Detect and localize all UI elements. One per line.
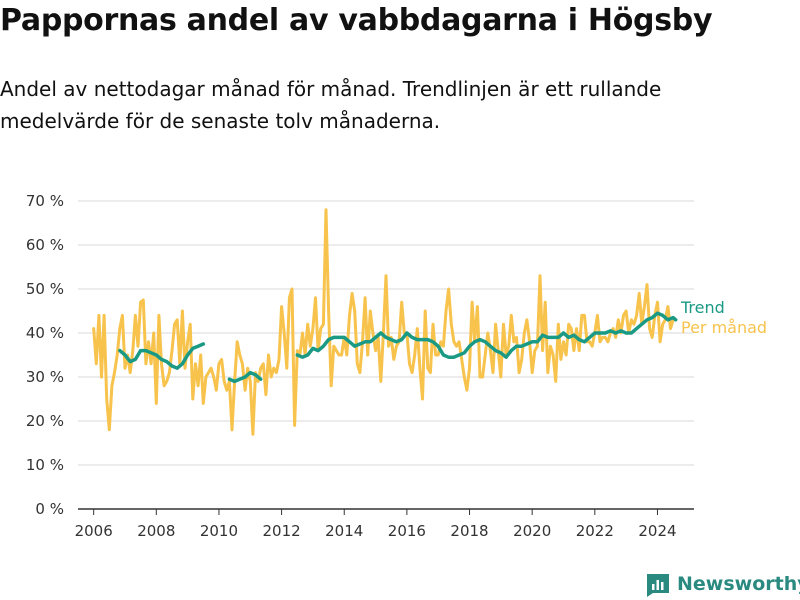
legend-label-trend: Trend xyxy=(680,298,725,317)
x-tick-label: 2016 xyxy=(388,522,426,540)
x-tick-label: 2020 xyxy=(513,522,551,540)
y-tick-label: 40 % xyxy=(26,324,64,342)
x-tick-label: 2008 xyxy=(137,522,175,540)
x-tick-label: 2022 xyxy=(576,522,614,540)
chart-title: Pappornas andel av vabbdagarna i Högsby xyxy=(0,3,713,38)
x-tick-label: 2024 xyxy=(638,522,676,540)
y-tick-label: 10 % xyxy=(26,456,64,474)
y-tick-label: 20 % xyxy=(26,412,64,430)
x-tick-label: 2010 xyxy=(200,522,238,540)
x-tick-label: 2018 xyxy=(450,522,488,540)
y-tick-label: 50 % xyxy=(26,280,64,298)
legend-label-per-manad: Per månad xyxy=(681,318,767,337)
y-tick-label: 0 % xyxy=(35,500,64,518)
series-line-per-manad xyxy=(92,208,675,436)
x-axis: 2006 2008 2010 2012 2014 2016 2018 2020 2022 2024 xyxy=(75,508,694,540)
chart-subtitle: Andel av nettodagar månad för månad. Tre… xyxy=(0,77,662,133)
brand-name: Newsworthy xyxy=(677,573,800,595)
y-tick-label: 30 % xyxy=(26,368,64,386)
y-tick-label: 60 % xyxy=(26,236,64,254)
x-tick-label: 2012 xyxy=(262,522,300,540)
y-tick-label: 70 % xyxy=(26,192,64,210)
x-tick-label: 2006 xyxy=(75,522,113,540)
newsworthy-chart-icon xyxy=(647,574,669,597)
y-axis-ticks: 0 % 10 % 20 % 30 % 40 % 50 % 60 % 70 % xyxy=(26,192,64,518)
series-lines xyxy=(92,208,678,436)
series-line-trend xyxy=(118,311,678,384)
brand-logo: Newsworthy xyxy=(645,570,800,598)
x-tick-label: 2014 xyxy=(325,522,363,540)
